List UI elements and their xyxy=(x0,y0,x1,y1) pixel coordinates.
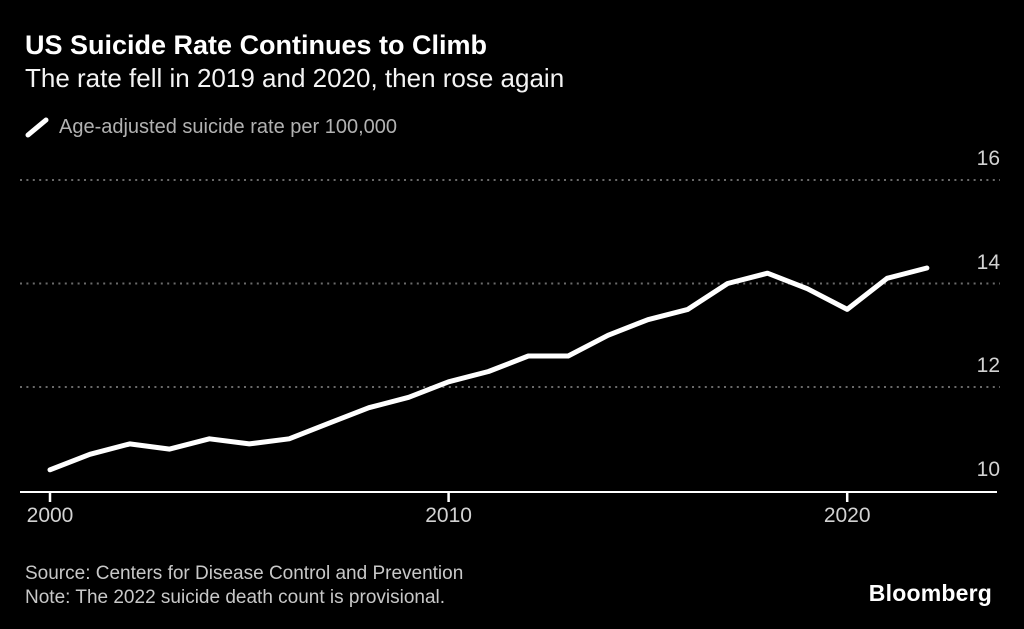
x-axis-label-2000: 2000 xyxy=(26,504,74,527)
footer: Source: Centers for Disease Control and … xyxy=(25,562,463,610)
bloomberg-logo: Bloomberg xyxy=(868,580,992,606)
line-series-icon xyxy=(25,117,49,138)
suicide-rate-line xyxy=(47,265,930,473)
x-axis-label-2020: 2020 xyxy=(823,504,871,527)
y-axis-label-14: 14 xyxy=(976,250,1000,274)
source-note: Source: Centers for Disease Control and … xyxy=(25,563,464,584)
y-axis-label-10: 10 xyxy=(976,457,1000,481)
provisional-note: Note: The 2022 suicide death count is pr… xyxy=(25,587,446,608)
y-axis-label-16: 16 xyxy=(976,147,1000,170)
y-axis-label-12: 12 xyxy=(976,354,1000,377)
chart-header: US Suicide Rate Continues to Climb The r… xyxy=(25,28,564,95)
x-axis-label-2010: 2010 xyxy=(425,504,472,527)
chart-subtitle: The rate fell in 2019 and 2020, then ros… xyxy=(25,63,565,93)
chart-title: US Suicide Rate Continues to Climb xyxy=(25,30,488,60)
legend-label: Age-adjusted suicide rate per 100,000 xyxy=(59,116,398,138)
legend: Age-adjusted suicide rate per 100,000 xyxy=(25,116,397,139)
